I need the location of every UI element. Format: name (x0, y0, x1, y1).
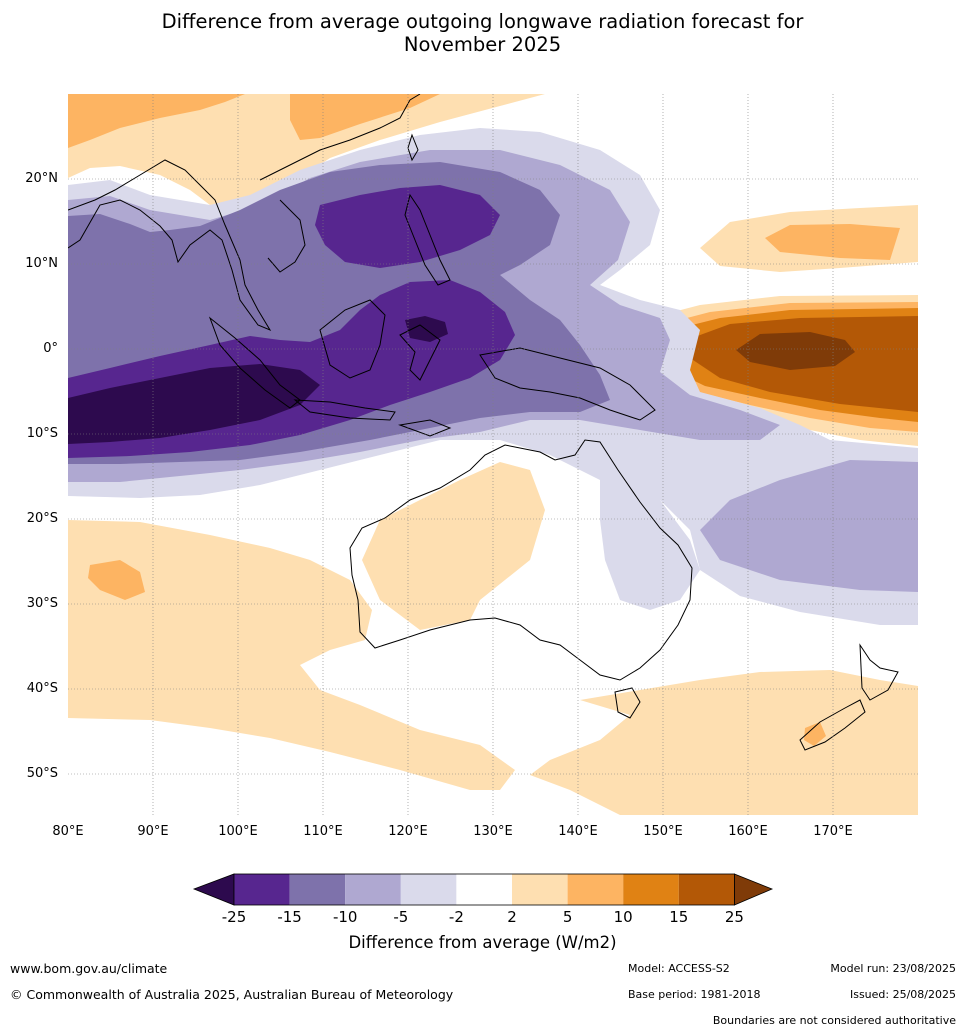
title-line-2: November 2025 (403, 33, 562, 56)
colorbar (192, 873, 774, 906)
positive-region-indian-ocean-spot (88, 560, 145, 600)
coastline-tasmania (614, 687, 641, 719)
coastline-new-zealand-north (859, 643, 899, 701)
lon-label-80e: 80°E (52, 824, 84, 839)
colorbar-segment (623, 874, 679, 905)
lat-label-10s: 10°S (26, 426, 58, 441)
colorbar-segment (567, 874, 624, 905)
coastline-philippines (404, 193, 451, 286)
colorbar-segment (512, 874, 568, 905)
colorbar-tick: -10 (332, 908, 358, 926)
coastline-borneo (319, 299, 386, 379)
coastline-china-vietnam (259, 94, 421, 273)
colorbar-tick: 15 (669, 908, 689, 926)
lon-label-120e: 120°E (388, 824, 428, 839)
positive-region-western-australia (362, 462, 545, 630)
copyright-text: © Commonwealth of Australia 2025, Austra… (10, 987, 454, 1002)
base-period: Base period: 1981-2018 (628, 988, 761, 1001)
coastline-new-zealand-south (799, 699, 866, 751)
coastline-australia (349, 439, 693, 681)
colorbar-high-extend (734, 873, 774, 906)
lon-label-160e: 160°E (728, 824, 768, 839)
negative-region-extreme (68, 316, 448, 444)
coastline-java (293, 399, 396, 421)
website-link[interactable]: www.bom.gov.au/climate (10, 961, 168, 976)
coastline-timor (398, 419, 452, 437)
negative-region-east-australia (600, 440, 700, 610)
colorbar-tick: 25 (724, 908, 744, 926)
colorbar-tick: 10 (613, 908, 633, 926)
graticule (68, 94, 918, 815)
colorbar-low-extend (192, 873, 235, 906)
lat-label-40s: 40°S (26, 681, 58, 696)
colorbar-segment (678, 874, 735, 905)
lon-label-110e: 110°E (303, 824, 343, 839)
colorbar-segment (345, 874, 401, 905)
colorbar-tick: -5 (393, 908, 409, 926)
lon-label-170e: 170°E (813, 824, 853, 839)
lat-label-0: 0° (43, 341, 58, 356)
colorbar-segment (289, 874, 346, 905)
lon-label-140e: 140°E (558, 824, 598, 839)
positive-region-nz-spot (804, 722, 826, 746)
colorbar-tick: -25 (221, 908, 247, 926)
colorbar-segment (456, 874, 512, 905)
colorbar-label: Difference from average (W/m2) (348, 933, 617, 952)
colorbar-tick: 2 (507, 908, 517, 926)
lon-label-90e: 90°E (137, 824, 169, 839)
colorbar-tick: -15 (277, 908, 302, 926)
coastline-sumatra (208, 316, 301, 409)
lat-label-50s: 50°S (26, 766, 58, 781)
negative-region-pacific-se (700, 460, 918, 592)
model-run-date: Model run: 23/08/2025 (830, 962, 956, 975)
lat-label-10n: 10°N (25, 256, 58, 271)
coastline-taiwan (407, 133, 419, 162)
coastlines (68, 94, 899, 751)
coastline-india-seasia (68, 159, 272, 332)
coastline-new-guinea (479, 347, 656, 421)
positive-region-pacific-extreme (736, 332, 855, 370)
lat-label-20s: 20°S (26, 511, 58, 526)
colorbar-tick: 5 (562, 908, 573, 926)
lon-label-100e: 100°E (218, 824, 258, 839)
coastline-sulawesi (399, 324, 441, 381)
disclaimer-text: Boundaries are not considered authoritat… (712, 1014, 956, 1027)
lat-label-20n: 20°N (25, 171, 58, 186)
lon-label-130e: 130°E (473, 824, 513, 839)
chart-title: Difference from average outgoing longwav… (0, 10, 965, 56)
positive-region-south-china (290, 94, 440, 140)
issued-date: Issued: 25/08/2025 (849, 988, 956, 1001)
positive-region-india (68, 94, 245, 148)
lon-label-150e: 150°E (643, 824, 683, 839)
model-name: Model: ACCESS-S2 (628, 962, 730, 975)
positive-region-southern-ocean (530, 670, 918, 815)
lat-label-30s: 30°S (26, 596, 58, 611)
title-line-1: Difference from average outgoing longwav… (161, 10, 804, 33)
colorbar-tick: -2 (448, 908, 464, 926)
colorbar-segment (234, 874, 290, 905)
colorbar-segment (400, 874, 457, 905)
positive-region-north-asia (68, 94, 545, 205)
positive-region-indian-ocean-south (68, 520, 515, 790)
